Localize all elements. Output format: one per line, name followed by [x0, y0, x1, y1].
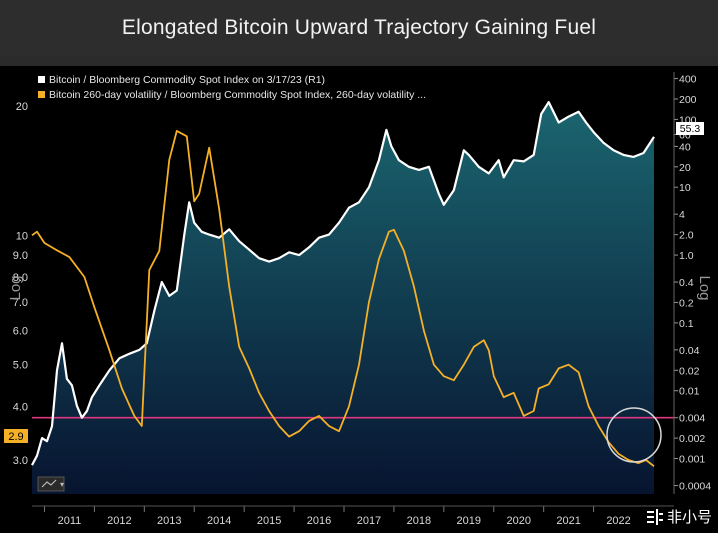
right-tick-label: 0.1 [679, 318, 694, 330]
legend-label-btc: Bitcoin / Bloomberg Commodity Spot Index… [49, 74, 325, 86]
x-tick-label: 2020 [506, 515, 530, 527]
left-tick-label: 4.0 [13, 401, 28, 413]
exchange-logo-icon [646, 508, 663, 525]
last-value-box-left [4, 429, 28, 443]
btc-ratio-line [31, 100, 655, 466]
last-value-left: 2.9 [8, 431, 23, 443]
volatility-ratio-line [31, 130, 655, 468]
x-tick-label: 2021 [556, 515, 580, 527]
right-tick-label: 4 [679, 209, 685, 221]
watermark-text: 非小号 [666, 508, 712, 526]
x-tick-label: 2011 [58, 515, 82, 527]
x-tick-label: 2012 [107, 515, 131, 527]
left-tick-label: 6.0 [13, 326, 28, 338]
right-tick-label: 400 [679, 74, 697, 86]
left-axis-label: Log [7, 275, 24, 300]
right-tick-label: 10 [679, 182, 691, 194]
x-tick-label: 2022 [606, 515, 630, 527]
right-tick-label: 0.002 [679, 433, 705, 445]
x-tick-label: 2018 [407, 515, 431, 527]
left-tick-label: 10 [16, 230, 28, 242]
x-tick-label: 2016 [307, 515, 331, 527]
right-tick-label: 0.2 [679, 297, 694, 309]
right-tick-label: 0.01 [679, 386, 700, 398]
right-tick-label: 200 [679, 94, 697, 106]
chart-title: Elongated Bitcoin Upward Trajectory Gain… [121, 16, 597, 39]
x-tick-label: 2017 [357, 515, 381, 527]
right-tick-label: 0.001 [679, 454, 705, 466]
right-tick-label: 0.02 [679, 365, 700, 377]
left-tick-label: 7.0 [13, 297, 28, 309]
right-axis-label: Log [696, 275, 713, 300]
right-tick-label: 40 [679, 141, 691, 153]
right-tick-label: 0.4 [679, 277, 694, 289]
legend-label-vol: Bitcoin 260-day volatility / Bloomberg C… [49, 89, 426, 101]
last-value-right: 55.3 [680, 123, 701, 135]
right-tick-label: 0.04 [679, 345, 700, 357]
right-tick-label: 0.004 [679, 413, 705, 425]
title-bar: Elongated Bitcoin Upward Trajectory Gain… [0, 0, 718, 56]
x-tick-label: 2019 [457, 515, 481, 527]
right-tick-label: 1.0 [679, 250, 694, 262]
last-value-box-right [676, 122, 704, 135]
left-tick-label: 5.0 [13, 360, 28, 372]
x-tick-label: 2013 [157, 515, 181, 527]
left-tick-label: 20 [16, 101, 28, 113]
legend-swatch-btc [38, 76, 45, 83]
right-tick-label: 0.0004 [679, 481, 711, 493]
svg-text:▾: ▾ [60, 480, 64, 489]
chart-settings-icon[interactable]: ▾ [37, 476, 65, 492]
left-tick-label: 3.0 [13, 455, 28, 467]
left-tick-label: 9.0 [13, 250, 28, 262]
right-tick-label: 20 [679, 162, 691, 174]
right-tick-label: 60 [679, 129, 691, 141]
left-tick-label: 8.0 [13, 272, 28, 284]
chart-area: 2011 2012 2013 2014 2015 2016 2017 2018 2019 2020… [0, 66, 718, 533]
x-tick-label: 2015 [257, 515, 281, 527]
right-tick-label: 2.0 [679, 230, 694, 242]
watermark: 非小号 [646, 506, 712, 527]
x-tick-label: 2014 [207, 515, 231, 527]
legend-swatch-vol [38, 91, 45, 98]
highlight-circle [606, 407, 662, 463]
btc-area-fill [32, 102, 654, 494]
chart-svg: 2011 2012 2013 2014 2015 2016 2017 2018 2019 2020… [4, 72, 713, 527]
